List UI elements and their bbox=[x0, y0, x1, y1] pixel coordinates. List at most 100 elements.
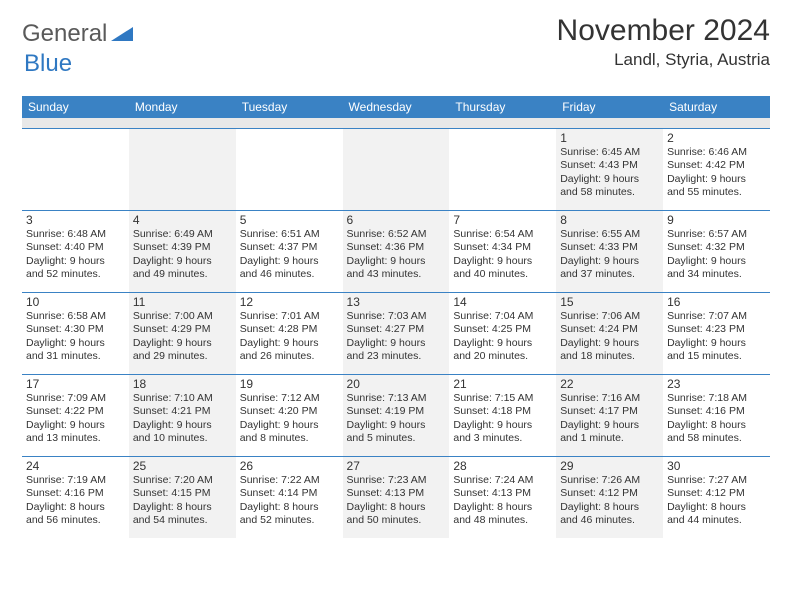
daylight-text: and 26 minutes. bbox=[240, 350, 339, 364]
day-info: Sunrise: 7:07 AMSunset: 4:23 PMDaylight:… bbox=[667, 310, 766, 365]
sunrise-text: Sunrise: 7:20 AM bbox=[133, 474, 232, 488]
sunrise-text: Sunrise: 6:51 AM bbox=[240, 228, 339, 242]
day-cell: 16Sunrise: 7:07 AMSunset: 4:23 PMDayligh… bbox=[663, 292, 770, 374]
sunset-text: Sunset: 4:30 PM bbox=[26, 323, 125, 337]
sunrise-text: Sunrise: 7:03 AM bbox=[347, 310, 446, 324]
day-number: 30 bbox=[667, 459, 766, 473]
daylight-text: Daylight: 9 hours bbox=[240, 337, 339, 351]
day-cell: 12Sunrise: 7:01 AMSunset: 4:28 PMDayligh… bbox=[236, 292, 343, 374]
day-number: 20 bbox=[347, 377, 446, 391]
daylight-text: and 31 minutes. bbox=[26, 350, 125, 364]
daylight-text: and 40 minutes. bbox=[453, 268, 552, 282]
day-cell: 6Sunrise: 6:52 AMSunset: 4:36 PMDaylight… bbox=[343, 210, 450, 292]
daylight-text: and 1 minute. bbox=[560, 432, 659, 446]
daylight-text: Daylight: 9 hours bbox=[560, 173, 659, 187]
day-info: Sunrise: 6:54 AMSunset: 4:34 PMDaylight:… bbox=[453, 228, 552, 283]
empty-cell bbox=[22, 128, 129, 210]
day-info: Sunrise: 6:52 AMSunset: 4:36 PMDaylight:… bbox=[347, 228, 446, 283]
daylight-text: Daylight: 9 hours bbox=[347, 419, 446, 433]
week-row: 17Sunrise: 7:09 AMSunset: 4:22 PMDayligh… bbox=[22, 374, 770, 456]
day-info: Sunrise: 6:45 AMSunset: 4:43 PMDaylight:… bbox=[560, 146, 659, 201]
sunset-text: Sunset: 4:21 PM bbox=[133, 405, 232, 419]
day-info: Sunrise: 6:58 AMSunset: 4:30 PMDaylight:… bbox=[26, 310, 125, 365]
day-info: Sunrise: 7:04 AMSunset: 4:25 PMDaylight:… bbox=[453, 310, 552, 365]
sunrise-text: Sunrise: 7:13 AM bbox=[347, 392, 446, 406]
sunrise-text: Sunrise: 7:04 AM bbox=[453, 310, 552, 324]
daylight-text: and 5 minutes. bbox=[347, 432, 446, 446]
day-number: 27 bbox=[347, 459, 446, 473]
day-number: 7 bbox=[453, 213, 552, 227]
day-header-row: Sunday Monday Tuesday Wednesday Thursday… bbox=[22, 96, 770, 118]
day-number: 2 bbox=[667, 131, 766, 145]
sunset-text: Sunset: 4:20 PM bbox=[240, 405, 339, 419]
daylight-text: and 44 minutes. bbox=[667, 514, 766, 528]
day-number: 10 bbox=[26, 295, 125, 309]
day-info: Sunrise: 7:22 AMSunset: 4:14 PMDaylight:… bbox=[240, 474, 339, 529]
sunset-text: Sunset: 4:22 PM bbox=[26, 405, 125, 419]
daylight-text: and 50 minutes. bbox=[347, 514, 446, 528]
daylight-text: and 48 minutes. bbox=[453, 514, 552, 528]
day-header: Sunday bbox=[22, 96, 129, 118]
day-number: 1 bbox=[560, 131, 659, 145]
title-block: November 2024 Landl, Styria, Austria bbox=[557, 14, 770, 70]
daylight-text: Daylight: 9 hours bbox=[560, 419, 659, 433]
daylight-text: Daylight: 9 hours bbox=[347, 255, 446, 269]
day-info: Sunrise: 7:10 AMSunset: 4:21 PMDaylight:… bbox=[133, 392, 232, 447]
day-info: Sunrise: 7:03 AMSunset: 4:27 PMDaylight:… bbox=[347, 310, 446, 365]
daylight-text: and 29 minutes. bbox=[133, 350, 232, 364]
day-cell: 24Sunrise: 7:19 AMSunset: 4:16 PMDayligh… bbox=[22, 456, 129, 538]
day-info: Sunrise: 6:46 AMSunset: 4:42 PMDaylight:… bbox=[667, 146, 766, 201]
daylight-text: and 3 minutes. bbox=[453, 432, 552, 446]
daylight-text: and 18 minutes. bbox=[560, 350, 659, 364]
sunset-text: Sunset: 4:14 PM bbox=[240, 487, 339, 501]
sunrise-text: Sunrise: 7:22 AM bbox=[240, 474, 339, 488]
daylight-text: Daylight: 9 hours bbox=[240, 419, 339, 433]
day-info: Sunrise: 7:09 AMSunset: 4:22 PMDaylight:… bbox=[26, 392, 125, 447]
day-cell: 14Sunrise: 7:04 AMSunset: 4:25 PMDayligh… bbox=[449, 292, 556, 374]
empty-cell bbox=[449, 128, 556, 210]
day-cell: 20Sunrise: 7:13 AMSunset: 4:19 PMDayligh… bbox=[343, 374, 450, 456]
day-info: Sunrise: 7:00 AMSunset: 4:29 PMDaylight:… bbox=[133, 310, 232, 365]
day-info: Sunrise: 7:23 AMSunset: 4:13 PMDaylight:… bbox=[347, 474, 446, 529]
daylight-text: Daylight: 8 hours bbox=[453, 501, 552, 515]
empty-cell bbox=[129, 128, 236, 210]
day-cell: 4Sunrise: 6:49 AMSunset: 4:39 PMDaylight… bbox=[129, 210, 236, 292]
day-number: 25 bbox=[133, 459, 232, 473]
daylight-text: and 15 minutes. bbox=[667, 350, 766, 364]
daylight-text: and 46 minutes. bbox=[560, 514, 659, 528]
sunrise-text: Sunrise: 7:24 AM bbox=[453, 474, 552, 488]
day-number: 26 bbox=[240, 459, 339, 473]
daylight-text: Daylight: 9 hours bbox=[453, 255, 552, 269]
day-cell: 3Sunrise: 6:48 AMSunset: 4:40 PMDaylight… bbox=[22, 210, 129, 292]
day-number: 29 bbox=[560, 459, 659, 473]
sunrise-text: Sunrise: 7:01 AM bbox=[240, 310, 339, 324]
daylight-text: and 13 minutes. bbox=[26, 432, 125, 446]
day-cell: 27Sunrise: 7:23 AMSunset: 4:13 PMDayligh… bbox=[343, 456, 450, 538]
day-cell: 15Sunrise: 7:06 AMSunset: 4:24 PMDayligh… bbox=[556, 292, 663, 374]
sunrise-text: Sunrise: 7:15 AM bbox=[453, 392, 552, 406]
sunrise-text: Sunrise: 7:18 AM bbox=[667, 392, 766, 406]
daylight-text: Daylight: 8 hours bbox=[667, 419, 766, 433]
sunrise-text: Sunrise: 6:49 AM bbox=[133, 228, 232, 242]
day-number: 11 bbox=[133, 295, 232, 309]
sunset-text: Sunset: 4:13 PM bbox=[347, 487, 446, 501]
day-number: 12 bbox=[240, 295, 339, 309]
day-cell: 29Sunrise: 7:26 AMSunset: 4:12 PMDayligh… bbox=[556, 456, 663, 538]
day-cell: 25Sunrise: 7:20 AMSunset: 4:15 PMDayligh… bbox=[129, 456, 236, 538]
sunrise-text: Sunrise: 7:26 AM bbox=[560, 474, 659, 488]
daylight-text: Daylight: 9 hours bbox=[26, 255, 125, 269]
daylight-text: and 49 minutes. bbox=[133, 268, 232, 282]
sunset-text: Sunset: 4:37 PM bbox=[240, 241, 339, 255]
daylight-text: Daylight: 9 hours bbox=[453, 337, 552, 351]
day-number: 24 bbox=[26, 459, 125, 473]
daylight-text: and 52 minutes. bbox=[26, 268, 125, 282]
empty-cell bbox=[343, 128, 450, 210]
spacer-row bbox=[22, 118, 770, 128]
day-number: 14 bbox=[453, 295, 552, 309]
sunset-text: Sunset: 4:19 PM bbox=[347, 405, 446, 419]
day-info: Sunrise: 7:24 AMSunset: 4:13 PMDaylight:… bbox=[453, 474, 552, 529]
sunset-text: Sunset: 4:29 PM bbox=[133, 323, 232, 337]
daylight-text: Daylight: 8 hours bbox=[26, 501, 125, 515]
sunset-text: Sunset: 4:28 PM bbox=[240, 323, 339, 337]
day-number: 15 bbox=[560, 295, 659, 309]
